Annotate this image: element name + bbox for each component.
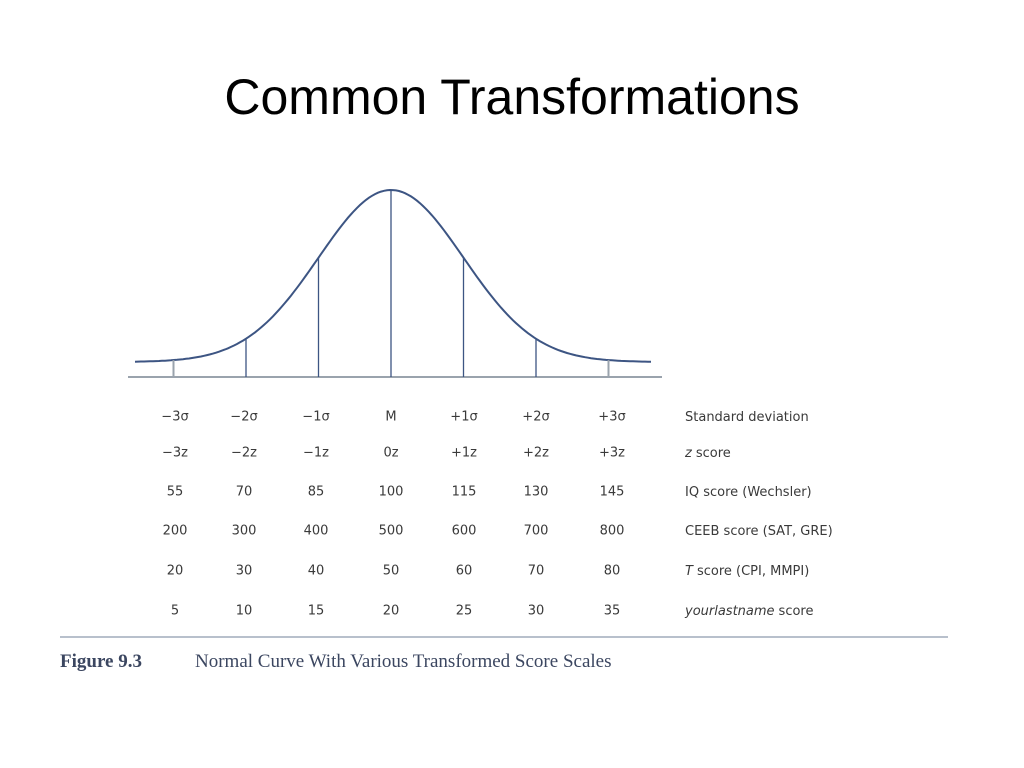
cell: −1σ [302, 410, 329, 425]
normal-curve [128, 188, 662, 378]
row-label: Standard deviation [685, 410, 809, 425]
cell: +1σ [450, 410, 477, 425]
cell: 300 [232, 524, 257, 539]
cell: 25 [456, 604, 473, 619]
caption-text: Normal Curve With Various Transformed Sc… [195, 651, 611, 672]
row-label: yourlastname score [684, 604, 813, 619]
cell: M [385, 410, 396, 425]
row-label: CEEB score (SAT, GRE) [685, 524, 833, 539]
caption-number: Figure 9.3 [60, 651, 142, 672]
cell: 10 [236, 604, 253, 619]
cell: 20 [383, 604, 400, 619]
row-label-text: IQ score (Wechsler) [685, 485, 812, 500]
cell: 55 [167, 485, 184, 500]
cell: 0z [383, 446, 398, 461]
cell: +3σ [598, 410, 625, 425]
row-label: IQ score (Wechsler) [685, 485, 812, 500]
cell: −2σ [230, 410, 257, 425]
cell: +3z [599, 446, 625, 461]
score-table: −3σ −2σ −1σ M +1σ +2σ +3σ Standard deviation −3z… [161, 410, 832, 619]
row-label: z score [684, 446, 731, 461]
cell: +2z [523, 446, 549, 461]
cell: 500 [379, 524, 404, 539]
cell: 5 [171, 604, 179, 619]
cell: 100 [379, 485, 404, 500]
cell: 30 [528, 604, 545, 619]
row-label-text: score [779, 604, 814, 619]
row-label-text: score [696, 446, 731, 461]
row-label-text: Standard deviation [685, 410, 809, 425]
cell: 35 [604, 604, 621, 619]
row-label-text: CEEB score (SAT, GRE) [685, 524, 833, 539]
cell: 30 [236, 564, 253, 579]
row-label-em: yourlastname [684, 604, 775, 619]
row-label-em: T [685, 564, 694, 579]
curve [134, 188, 651, 363]
row-label-text: score (CPI, MMPI) [697, 564, 809, 579]
cell: 15 [308, 604, 325, 619]
cell: +1z [451, 446, 477, 461]
cell: 115 [452, 485, 477, 500]
cell: 80 [604, 564, 621, 579]
cell: 70 [528, 564, 545, 579]
cell: −1z [303, 446, 329, 461]
row-label-em: z [684, 446, 693, 461]
cell: 20 [167, 564, 184, 579]
slide-title: Common Transformations [224, 69, 799, 125]
cell: 60 [456, 564, 473, 579]
cell: −2z [231, 446, 257, 461]
cell: 50 [383, 564, 400, 579]
cell: 400 [304, 524, 329, 539]
cell: −3σ [161, 410, 188, 425]
cell: 85 [308, 485, 325, 500]
cell: 600 [452, 524, 477, 539]
cell: 200 [163, 524, 188, 539]
cell: 40 [308, 564, 325, 579]
cell: 130 [524, 485, 549, 500]
cell: 700 [524, 524, 549, 539]
cell: 800 [600, 524, 625, 539]
cell: 70 [236, 485, 253, 500]
cell: +2σ [522, 410, 549, 425]
cell: 145 [600, 485, 625, 500]
cell: −3z [162, 446, 188, 461]
